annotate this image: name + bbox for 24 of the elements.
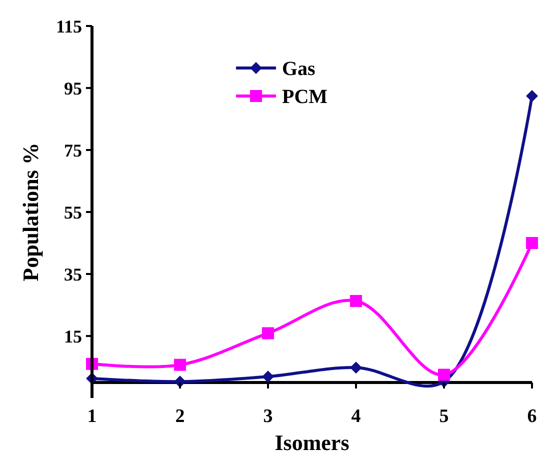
x-tick-label: 3 [263, 406, 273, 427]
point [262, 327, 274, 340]
x-axis-title: Isomers [274, 430, 350, 455]
point [350, 294, 362, 307]
point [262, 370, 274, 383]
x-tick-label: 5 [439, 406, 449, 427]
point [350, 362, 362, 374]
x-tick-label: 1 [87, 406, 97, 427]
point [526, 237, 538, 249]
y-tick-label: 35 [64, 264, 82, 284]
y-tick-label: 55 [64, 202, 82, 222]
y-tick-label: 115 [56, 16, 82, 36]
x-tick-label: 4 [351, 406, 362, 427]
x-tick-label: 2 [175, 406, 185, 427]
y-tick-label: 15 [64, 326, 82, 346]
y-axis-title: Populations % [18, 142, 43, 282]
y-tick-label: 95 [64, 78, 82, 98]
point [438, 368, 450, 381]
y-tick-label: 75 [64, 140, 82, 160]
point [526, 90, 538, 102]
point [174, 358, 186, 371]
legend-label: Gas [282, 58, 316, 80]
x-tick-label: 6 [527, 406, 537, 427]
legend-label: PCM [282, 86, 328, 108]
